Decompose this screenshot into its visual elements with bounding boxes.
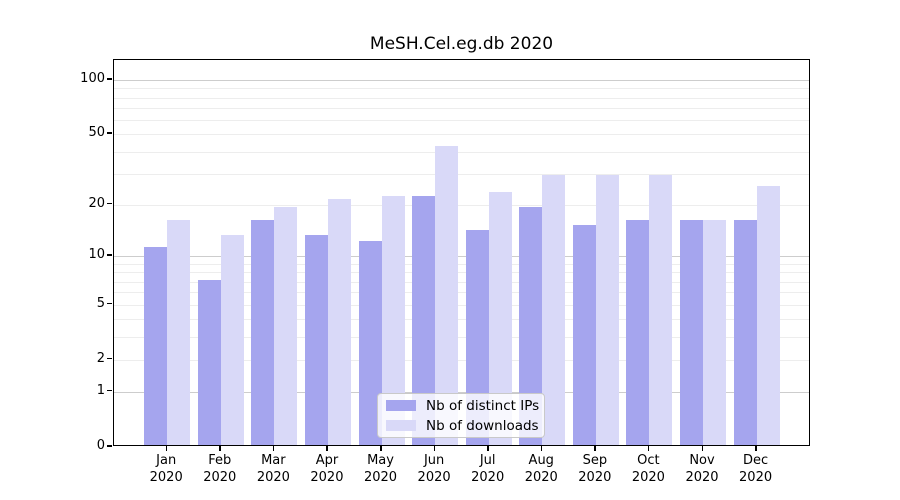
gridline-minor (114, 359, 809, 361)
x-tick-label: May 2020 (363, 453, 398, 485)
bar-downloads-nov-2020 (703, 219, 726, 445)
gridline-minor (114, 108, 809, 110)
gridline-minor (114, 173, 809, 175)
legend-entry-distinct-ips: Nb of distinct IPs (386, 397, 540, 414)
y-tick-label: 10 (88, 247, 105, 263)
legend-swatch-downloads (386, 420, 416, 431)
x-tick-mark (219, 446, 221, 451)
bar-distinct-ips-mar-2020 (251, 219, 275, 445)
legend: Nb of distinct IPs Nb of downloads (377, 393, 545, 438)
y-tick-mark (107, 254, 112, 256)
y-tick-mark (107, 389, 112, 392)
gridline-minor (114, 88, 809, 90)
bar-distinct-ips-sep-2020 (572, 224, 596, 445)
x-tick-label: Jan 2020 (149, 453, 183, 485)
bar-downloads-jun-2020 (435, 146, 459, 445)
bar-distinct-ips-may-2020 (358, 241, 382, 445)
gridline-major (114, 80, 809, 82)
bar-distinct-ips-jun-2020 (412, 195, 436, 445)
x-tick-label: Aug 2020 (524, 453, 558, 485)
y-tick-label: 0 (96, 438, 105, 453)
gridline-minor (114, 134, 809, 136)
plot-area (113, 59, 810, 446)
bar-downloads-dec-2020 (756, 186, 780, 445)
x-tick-label: Apr 2020 (310, 453, 344, 485)
gridline-minor (114, 97, 809, 99)
x-tick-mark (326, 446, 328, 451)
y-tick-mark (107, 132, 112, 134)
x-tick-label: Nov 2020 (685, 453, 719, 485)
y-tick-label: 5 (96, 295, 105, 311)
y-tick-label: 50 (88, 125, 105, 141)
gridline-minor (114, 292, 809, 294)
y-tick-mark (107, 357, 112, 360)
legend-entry-downloads: Nb of downloads (386, 417, 539, 434)
bar-downloads-mar-2020 (274, 206, 298, 445)
gridline-minor (114, 319, 809, 321)
x-tick-label: Oct 2020 (631, 453, 665, 485)
bar-downloads-oct-2020 (649, 174, 673, 445)
gridline-minor (114, 263, 809, 265)
bar-downloads-jan-2020 (167, 219, 191, 445)
x-tick-label: Jun 2020 (417, 453, 451, 485)
x-tick-mark (540, 446, 543, 451)
legend-label-distinct-ips: Nb of distinct IPs (426, 397, 540, 414)
x-tick-mark (701, 446, 703, 451)
x-tick-mark (487, 446, 489, 451)
chart-title: MeSH.Cel.eg.db 2020 (369, 34, 554, 54)
bar-distinct-ips-jan-2020 (144, 247, 168, 445)
bar-downloads-apr-2020 (327, 199, 351, 445)
bar-downloads-aug-2020 (542, 174, 566, 445)
x-tick-mark (433, 446, 436, 451)
y-tick-mark (107, 302, 112, 305)
gridline-minor (114, 336, 809, 338)
gridline-minor (114, 151, 809, 153)
gridline-major (114, 391, 809, 393)
y-tick-label: 1 (96, 382, 105, 398)
y-tick-label: 100 (80, 71, 105, 87)
x-tick-label: Sep 2020 (578, 453, 612, 485)
bar-downloads-may-2020 (381, 195, 405, 445)
bar-distinct-ips-apr-2020 (304, 235, 328, 445)
gridline-minor (114, 304, 809, 306)
x-tick-label: Feb 2020 (203, 453, 237, 485)
gridline-major (114, 256, 809, 258)
x-tick-label: Dec 2020 (739, 453, 773, 485)
y-tick-mark (107, 78, 112, 80)
bar-downloads-feb-2020 (220, 235, 244, 445)
bar-downloads-jul-2020 (488, 192, 512, 445)
x-tick-mark (594, 446, 596, 451)
y-tick-label: 20 (88, 195, 105, 211)
bar-distinct-ips-feb-2020 (197, 279, 221, 445)
y-tick-label: 2 (96, 350, 105, 366)
bar-distinct-ips-jul-2020 (465, 229, 489, 445)
x-tick-mark (380, 446, 382, 451)
bar-distinct-ips-nov-2020 (680, 219, 703, 445)
gridline-minor (114, 272, 809, 274)
bar-distinct-ips-aug-2020 (519, 206, 543, 445)
x-tick-mark (165, 446, 168, 451)
x-tick-mark (647, 446, 650, 451)
x-tick-label: Jul 2020 (471, 453, 505, 485)
x-tick-label: Mar 2020 (256, 453, 290, 485)
gridline-minor (114, 204, 809, 206)
gridline-minor (114, 281, 809, 283)
legend-swatch-distinct-ips (386, 400, 416, 411)
gridline-minor (114, 120, 809, 122)
y-tick-mark (107, 202, 112, 205)
bar-distinct-ips-dec-2020 (733, 219, 757, 445)
x-tick-mark (755, 446, 757, 451)
bar-downloads-sep-2020 (595, 174, 619, 445)
x-tick-mark (272, 446, 275, 451)
bar-distinct-ips-oct-2020 (626, 219, 650, 445)
legend-label-downloads: Nb of downloads (426, 417, 539, 434)
y-tick-mark (107, 445, 112, 447)
